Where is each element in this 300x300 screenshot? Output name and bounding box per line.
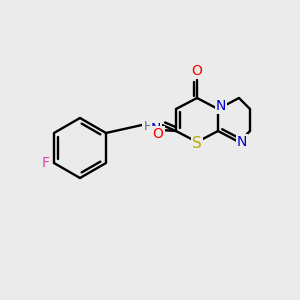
Text: F: F xyxy=(42,156,50,170)
Text: N: N xyxy=(151,122,161,136)
Text: O: O xyxy=(192,64,203,78)
Text: S: S xyxy=(192,136,202,151)
Text: H: H xyxy=(143,119,153,133)
Text: N: N xyxy=(216,99,226,113)
Text: N: N xyxy=(237,135,247,149)
Text: O: O xyxy=(153,127,164,141)
